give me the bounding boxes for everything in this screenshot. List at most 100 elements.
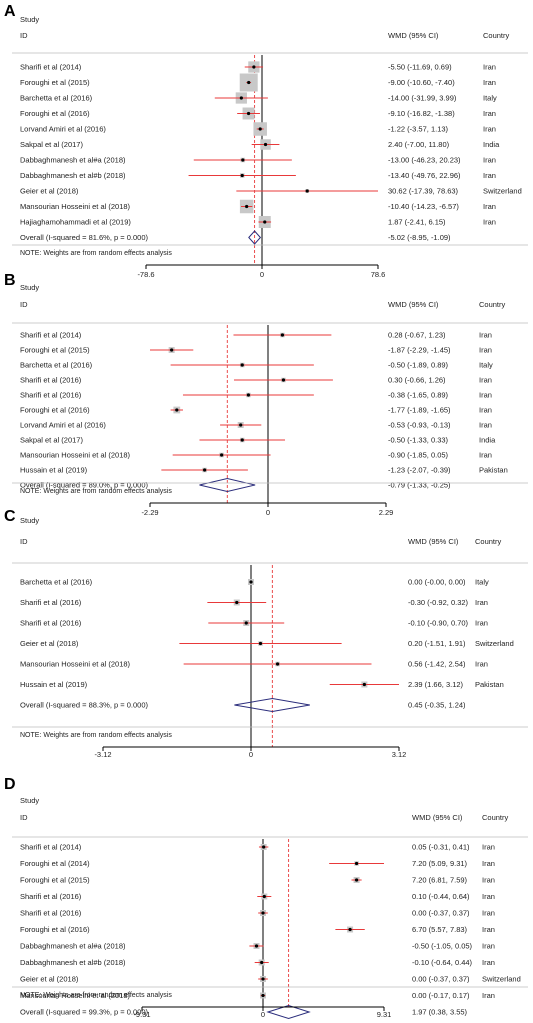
study-label: Sharifi et al (2016) — [20, 619, 82, 628]
study-effect-text: 0.30 (-0.66, 1.26) — [388, 376, 446, 385]
study-country: Iran — [475, 598, 488, 607]
study-effect-text: -9.10 (-16.82, -1.38) — [388, 109, 455, 118]
study-country: Iran — [479, 376, 492, 385]
study-country: Iran — [482, 843, 495, 852]
study-point-estimate — [261, 911, 265, 915]
study-point-estimate — [249, 580, 253, 584]
x-tick-label: 0 — [261, 1010, 265, 1019]
study-point-estimate — [203, 468, 207, 472]
study-country: Iran — [479, 451, 492, 460]
study-effect-text: 0.28 (-0.67, 1.23) — [388, 331, 446, 340]
x-tick-label: 0 — [249, 750, 253, 759]
study-effect-text: 1.87 (-2.41, 6.15) — [388, 218, 446, 227]
study-country: Pakistan — [479, 466, 508, 475]
study-label: Barchetta et al (2016) — [20, 578, 93, 587]
study-country: Iran — [475, 660, 488, 669]
study-effect-text: -0.10 (-0.64, 0.44) — [412, 958, 473, 967]
study-label: Sharifi et al (2014) — [20, 331, 82, 340]
overall-diamond — [199, 477, 256, 493]
study-country: Pakistan — [475, 680, 504, 689]
study-effect-text: -0.53 (-0.93, -0.13) — [388, 421, 451, 430]
header-id: ID — [20, 31, 28, 40]
study-country: Switzerland — [483, 187, 522, 196]
study-point-estimate — [275, 662, 280, 666]
study-point-estimate — [263, 220, 267, 224]
panel-label: D — [4, 776, 16, 793]
x-tick-label: 78.6 — [371, 270, 386, 279]
forest-panel-d: D Study ID WMD (95% CI) Country Sharifi et al… — [4, 776, 528, 1020]
x-tick-label: -9.31 — [133, 1010, 150, 1019]
panel-label: A — [4, 3, 16, 20]
x-tick-label: 0 — [266, 508, 270, 517]
study-effect-text: -1.77 (-1.89, -1.65) — [388, 406, 451, 415]
study-point-estimate — [362, 682, 366, 687]
header-country: Country — [475, 537, 502, 546]
study-effect-text: 0.00 (-0.37, 0.37) — [412, 909, 470, 918]
study-point-estimate — [240, 363, 244, 367]
study-country: Switzerland — [475, 639, 514, 648]
study-label: Sharifi et al (2016) — [20, 376, 82, 385]
x-tick-label: 9.31 — [377, 1010, 392, 1019]
study-country: Iran — [483, 156, 496, 165]
study-label: Foroughi et al (2014) — [20, 859, 90, 868]
study-effect-text: 2.40 (-7.00, 11.80) — [388, 140, 450, 149]
study-label: Geier et al (2018) — [20, 975, 79, 984]
overall-label: Overall (I-squared = 89.0%, p = 0.000) — [20, 481, 148, 490]
study-label: Dabbaghmanesh et al#a (2018) — [20, 942, 126, 951]
study-effect-text: -1.23 (-2.07, -0.39) — [388, 466, 451, 475]
study-point-estimate — [280, 333, 285, 337]
study-effect-text: 30.62 (-17.39, 78.63) — [388, 187, 459, 196]
study-label: Lorvand Amiri et al (2016) — [20, 421, 106, 430]
study-label: Sharifi et al (2016) — [20, 909, 82, 918]
study-label: Geier et al (2018) — [20, 187, 79, 196]
study-effect-text: -0.50 (-1.33, 0.33) — [388, 436, 449, 445]
header-study: Study — [20, 15, 39, 24]
header-country: Country — [479, 300, 506, 309]
header-country: Country — [483, 31, 510, 40]
study-point-estimate — [247, 80, 251, 85]
x-tick-label: -3.12 — [94, 750, 111, 759]
study-point-estimate — [281, 378, 286, 382]
study-effect-text: 2.39 (1.66, 3.12) — [408, 680, 464, 689]
overall-effect-text: -5.02 (-8.95, -1.09) — [388, 233, 451, 242]
study-point-estimate — [235, 600, 239, 605]
study-label: Mansourian Hosseini et al (2018) — [20, 451, 131, 460]
study-label: Dabbaghmanesh et al#b (2018) — [20, 171, 126, 180]
forest-panel-b: B Study ID WMD (95% CI) Country Sharifi et al… — [4, 272, 528, 517]
study-country: Switzerland — [482, 975, 521, 984]
study-effect-text: -10.40 (-14.23, -6.57) — [388, 202, 459, 211]
study-effect-text: -5.50 (-11.69, 0.69) — [388, 63, 452, 72]
study-effect-text: 0.00 (-0.37, 0.37) — [412, 975, 470, 984]
study-label: Sharifi et al (2014) — [20, 843, 82, 852]
study-label: Sharifi et al (2014) — [20, 63, 82, 72]
study-point-estimate — [348, 927, 352, 932]
study-effect-text: 0.10 (-0.44, 0.64) — [412, 892, 470, 901]
study-effect-text: 0.56 (-1.42, 2.54) — [408, 660, 466, 669]
study-label: Sakpal et al (2017) — [20, 436, 83, 445]
study-country: Iran — [482, 925, 495, 934]
study-label: Dabbaghmanesh et al#a (2018) — [20, 156, 126, 165]
header-id: ID — [20, 300, 28, 309]
overall-effect-text: -0.79 (-1.33, -0.25) — [388, 481, 451, 490]
study-label: Sharifi et al (2016) — [20, 391, 82, 400]
study-country: Iran — [482, 909, 495, 918]
study-point-estimate — [170, 348, 174, 352]
study-point-estimate — [305, 189, 309, 193]
study-label: Foroughi et al (2016) — [20, 109, 90, 118]
study-country: Iran — [482, 958, 495, 967]
study-country: India — [483, 140, 500, 149]
study-label: Mansourian Hosseini et al (2018) — [20, 202, 131, 211]
study-country: Iran — [482, 892, 495, 901]
study-label: Lorvand Amiri et al (2016) — [20, 125, 106, 134]
study-point-estimate — [261, 977, 265, 981]
overall-label: Overall (I-squared = 81.6%, p = 0.000) — [20, 233, 148, 242]
study-country: Iran — [479, 346, 492, 355]
study-country: Iran — [483, 218, 496, 227]
study-point-estimate — [262, 894, 266, 899]
study-label: Mansourian Hosseini et al (2018) — [20, 991, 131, 1000]
study-country: Iran — [482, 876, 495, 885]
note-text: NOTE: Weights are from random effects an… — [20, 992, 172, 999]
study-country: India — [479, 436, 496, 445]
note-text: NOTE: Weights are from random effects an… — [20, 488, 172, 495]
study-effect-text: 0.00 (-0.17, 0.17) — [412, 991, 470, 1000]
